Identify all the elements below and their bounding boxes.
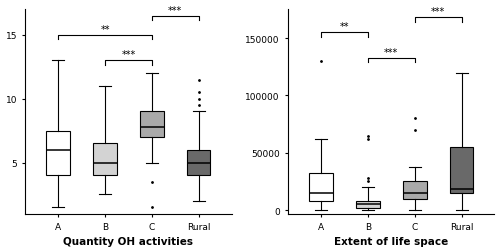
PathPatch shape [46,131,70,176]
PathPatch shape [140,112,164,138]
PathPatch shape [403,182,426,199]
X-axis label: Quantity OH activities: Quantity OH activities [64,237,194,246]
PathPatch shape [356,201,380,208]
X-axis label: Extent of life space: Extent of life space [334,237,448,246]
PathPatch shape [94,144,117,176]
Text: ***: *** [122,50,136,60]
Text: ***: *** [168,6,182,16]
PathPatch shape [187,150,210,176]
PathPatch shape [450,147,473,193]
Text: **: ** [100,25,110,35]
Text: ***: *** [384,47,398,57]
Text: **: ** [340,22,349,32]
Text: ***: *** [431,7,446,17]
PathPatch shape [310,174,333,201]
